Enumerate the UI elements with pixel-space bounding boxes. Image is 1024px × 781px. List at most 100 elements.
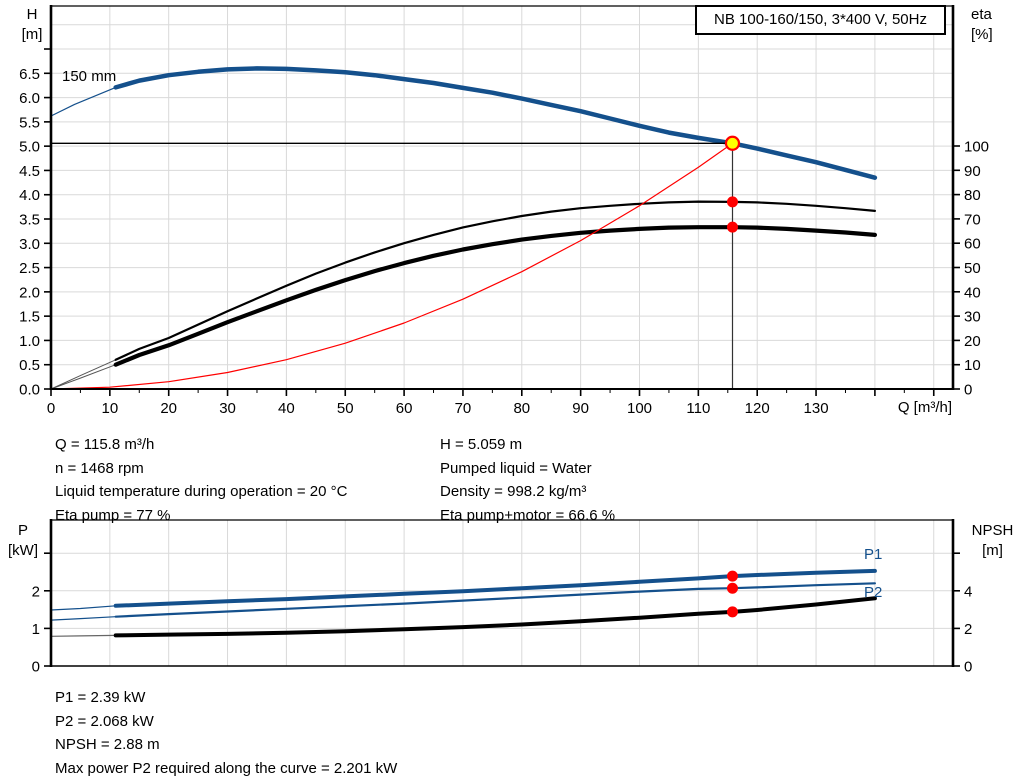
svg-text:2: 2 xyxy=(32,583,40,600)
svg-text:100: 100 xyxy=(964,139,989,156)
chart-title-box: NB 100-160/150, 3*400 V, 50Hz xyxy=(695,5,946,35)
svg-text:130: 130 xyxy=(804,400,829,417)
npsh-lead-in xyxy=(50,634,117,637)
eta-pump-motor-lead-in xyxy=(50,364,117,390)
duty-info-density: Density = 998.2 kg/m³ xyxy=(440,483,587,500)
npsh-duty-dot xyxy=(726,606,738,618)
svg-text:0: 0 xyxy=(964,382,972,399)
svg-text:3.0: 3.0 xyxy=(19,236,40,253)
svg-text:50: 50 xyxy=(337,400,354,417)
impeller-size-label: 150 mm xyxy=(62,68,117,85)
eta-pump-motor-duty-dot xyxy=(726,221,738,233)
svg-text:0: 0 xyxy=(32,659,40,676)
p-axis-label: P [kW] xyxy=(0,521,46,561)
eta-axis-label-line2: [%] xyxy=(971,26,993,43)
svg-text:90: 90 xyxy=(572,400,589,417)
p1-lead-in xyxy=(50,605,117,611)
hq-eta-chart: 0 10 20 30 40 50 60 70 80 90 100 110 120 1300.00.51.0… xyxy=(19,5,989,417)
npsh-curve xyxy=(113,596,877,638)
p2-curve-label: P2 xyxy=(864,584,883,601)
h-axis-label-line2: [m] xyxy=(21,26,43,43)
svg-text:2.0: 2.0 xyxy=(19,284,40,301)
svg-text:50: 50 xyxy=(964,260,981,277)
svg-text:120: 120 xyxy=(745,400,770,417)
svg-text:90: 90 xyxy=(964,163,981,180)
eta-pump-lead-in xyxy=(50,359,117,390)
duty-info-pumped-liquid: Pumped liquid = Water xyxy=(440,459,592,477)
svg-text:110: 110 xyxy=(686,400,710,417)
p2-curve xyxy=(114,582,877,618)
result-npsh: NPSH = 2.88 m xyxy=(55,736,160,753)
npsh-axis-label-line2: [m] xyxy=(982,542,1003,559)
svg-text:1: 1 xyxy=(32,621,40,638)
duty-info-speed: n = 1468 rpm xyxy=(55,459,144,477)
svg-text:0: 0 xyxy=(47,400,55,417)
svg-text:5.5: 5.5 xyxy=(19,114,40,131)
svg-text:6.0: 6.0 xyxy=(19,90,40,107)
p-axis-label-line2: [kW] xyxy=(8,542,38,559)
result-p1: P1 = 2.39 kW xyxy=(55,689,146,706)
svg-text:0.0: 0.0 xyxy=(19,382,40,399)
svg-text:60: 60 xyxy=(396,400,413,417)
duty-info-liquid-temperature: Liquid temperature during operation = 20… xyxy=(55,483,348,500)
result-p2: P2 = 2.068 kW xyxy=(55,712,154,730)
svg-text:3.5: 3.5 xyxy=(19,212,40,229)
svg-text:40: 40 xyxy=(964,284,981,301)
svg-text:4: 4 xyxy=(964,583,972,600)
p1-duty-dot xyxy=(726,570,738,582)
duty-info-eta-pump-motor: Eta pump+motor = 66.6 % xyxy=(440,506,616,524)
power-npsh-chart: 0 1 2 0 2 4 xyxy=(32,519,972,676)
npsh-axis-label-line1: NPSH xyxy=(971,522,1014,539)
svg-text:20: 20 xyxy=(964,333,981,350)
hq-curve-150mm xyxy=(113,66,878,180)
result-max-power: Max power P2 required along the curve = … xyxy=(55,759,398,777)
svg-text:10: 10 xyxy=(102,400,119,417)
svg-text:80: 80 xyxy=(513,400,530,417)
svg-text:70: 70 xyxy=(455,400,472,417)
duty-info-right-column: H = 5.059 m Pumped liquid = Water Densit… xyxy=(440,433,615,527)
p-axis-label-line1: P xyxy=(17,522,28,539)
svg-text:5.0: 5.0 xyxy=(19,139,40,156)
results-block: P1 = 2.39 kW P2 = 2.068 kW NPSH = 2.88 m… xyxy=(55,686,397,780)
svg-text:20: 20 xyxy=(160,400,177,417)
duty-point-marker xyxy=(724,135,741,151)
svg-text:4.5: 4.5 xyxy=(19,163,40,180)
q-axis-label: Q [m³/h] xyxy=(897,399,952,416)
svg-text:40: 40 xyxy=(278,400,295,417)
svg-text:60: 60 xyxy=(964,236,981,253)
eta-axis-label: eta [%] xyxy=(971,5,1023,45)
h-axis-label: H [m] xyxy=(10,5,54,45)
duty-info-head: H = 5.059 m xyxy=(440,436,523,453)
eta-pump-motor-curve xyxy=(113,225,878,367)
svg-text:10: 10 xyxy=(964,357,981,374)
eta-axis-label-line1: eta xyxy=(971,6,992,23)
svg-text:1.0: 1.0 xyxy=(19,333,40,350)
svg-text:30: 30 xyxy=(964,309,981,326)
duty-info-eta-pump: Eta pump = 77 % xyxy=(55,506,171,524)
svg-text:2: 2 xyxy=(964,621,972,638)
p1-curve xyxy=(113,568,877,608)
svg-text:0.5: 0.5 xyxy=(19,357,40,374)
system-curve xyxy=(50,142,734,390)
eta-pump-duty-dot xyxy=(726,196,738,208)
eta-pump-curve xyxy=(114,200,877,361)
svg-text:6.5: 6.5 xyxy=(19,66,40,83)
svg-text:30: 30 xyxy=(219,400,236,417)
svg-text:2.5: 2.5 xyxy=(19,260,40,277)
p1-curve-label: P1 xyxy=(864,546,883,563)
svg-text:1.5: 1.5 xyxy=(19,309,40,326)
svg-text:80: 80 xyxy=(964,187,981,204)
svg-text:4.0: 4.0 xyxy=(19,187,40,204)
duty-info-left-column: Q = 115.8 m³/h n = 1468 rpm Liquid tempe… xyxy=(55,433,347,527)
p2-duty-dot xyxy=(726,582,738,594)
svg-text:100: 100 xyxy=(627,400,652,417)
duty-info-flow: Q = 115.8 m³/h xyxy=(55,436,155,453)
hq-curve-lead-in xyxy=(50,86,117,117)
h-axis-label-line1: H xyxy=(26,6,38,23)
npsh-axis-label: NPSH [m] xyxy=(961,521,1024,561)
svg-text:70: 70 xyxy=(964,211,981,228)
svg-text:0: 0 xyxy=(964,659,972,676)
p2-lead-in xyxy=(50,616,117,621)
